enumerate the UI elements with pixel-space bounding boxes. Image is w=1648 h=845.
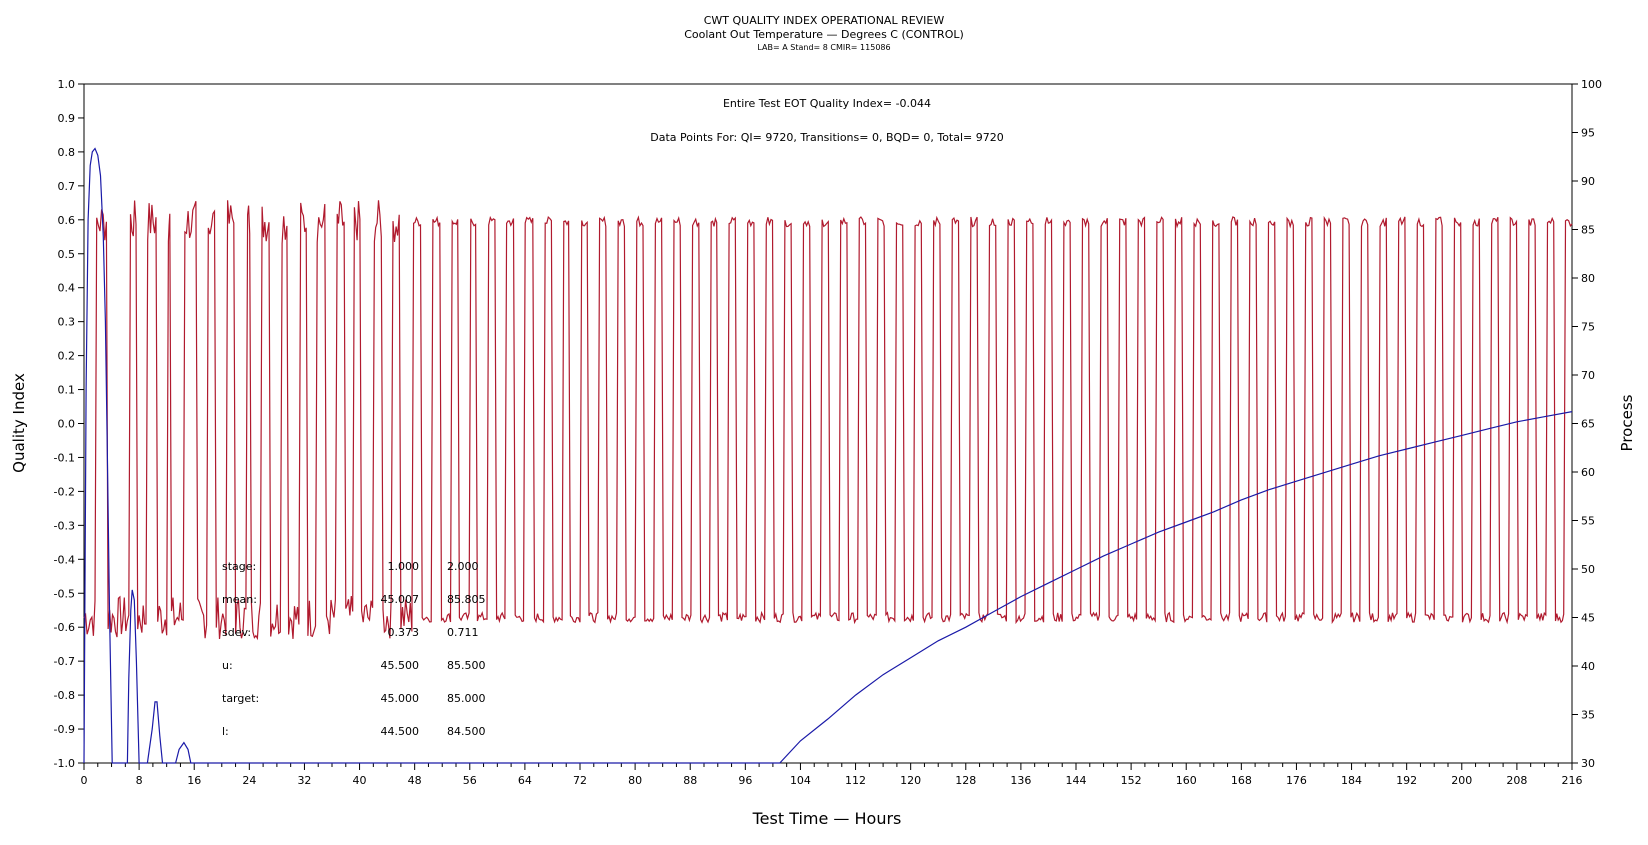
x-tick-label: 208 — [1506, 774, 1527, 787]
x-tick-label: 8 — [136, 774, 143, 787]
y-right-tick-label: 50 — [1581, 563, 1595, 576]
stats-label: u: — [222, 659, 233, 672]
quality-index-annotation: Entire Test EOT Quality Index= -0.044 — [723, 97, 931, 110]
y-left-tick-label: -0.5 — [54, 587, 75, 600]
x-tick-label: 56 — [463, 774, 477, 787]
stats-stage-2-value: 2.000 — [447, 560, 479, 573]
x-tick-label: 176 — [1286, 774, 1307, 787]
stats-label: target: — [222, 692, 259, 705]
y-right-tick-label: 60 — [1581, 466, 1595, 479]
x-tick-label: 216 — [1562, 774, 1583, 787]
y-left-tick-label: 0.4 — [58, 282, 76, 295]
y-left-tick-label: 0.9 — [58, 112, 76, 125]
x-axis: 0 8 16 24 32 40 48 56 64 72 80 88 96 104 112 120 128 136 1… — [81, 763, 1583, 787]
x-tick-label: 120 — [900, 774, 921, 787]
x-tick-label: 136 — [1010, 774, 1031, 787]
y-left-tick-label: -0.7 — [54, 655, 75, 668]
stats-stage-2-value: 85.000 — [447, 692, 486, 705]
y-left-tick-label: 0.1 — [58, 384, 76, 397]
x-tick-label: 80 — [628, 774, 642, 787]
chart-title: CWT QUALITY INDEX OPERATIONAL REVIEW — [703, 14, 945, 27]
x-tick-label: 32 — [297, 774, 311, 787]
y-right-tick-label: 90 — [1581, 175, 1595, 188]
stats-label: sdev: — [222, 626, 251, 639]
y-left-tick-label: -0.8 — [54, 689, 75, 702]
y-left-tick-label: 0.6 — [58, 214, 76, 227]
y-left-tick-label: -0.9 — [54, 723, 75, 736]
y-left-tick-label: -0.4 — [54, 553, 75, 566]
y-left-tick-label: 1.0 — [58, 78, 76, 91]
y-left-tick-label: 0.0 — [58, 418, 76, 431]
y-right-tick-label: 95 — [1581, 127, 1595, 140]
x-tick-label: 96 — [738, 774, 752, 787]
stats-stage-1-value: 44.500 — [381, 725, 420, 738]
x-axis-label: Test Time — Hours — [752, 809, 902, 828]
y-left-tick-label: -0.1 — [54, 451, 75, 464]
y-axis-left-label: Quality Index — [10, 373, 28, 473]
x-tick-label: 48 — [408, 774, 422, 787]
stats-stage-2-value: 0.711 — [447, 626, 479, 639]
x-tick-label: 16 — [187, 774, 201, 787]
y-right-tick-label: 40 — [1581, 660, 1595, 673]
y-left-tick-label: 0.2 — [58, 350, 76, 363]
left-axis: 1.0 0.9 0.8 0.7 0.6 0.5 0.4 0.3 0.2 0.1 0.0 -0.1 -0.… — [54, 78, 84, 770]
stats-label: stage: — [222, 560, 256, 573]
data-points-annotation: Data Points For: QI= 9720, Transitions= … — [650, 131, 1004, 144]
y-right-tick-label: 65 — [1581, 418, 1595, 431]
y-left-tick-label: 0.5 — [58, 248, 76, 261]
y-right-tick-label: 45 — [1581, 612, 1595, 625]
x-tick-label: 24 — [242, 774, 256, 787]
stats-table: stage: 1.000 2.000 mean: 45.007 85.805 sdev: 0.… — [222, 560, 486, 738]
x-tick-label: 168 — [1231, 774, 1252, 787]
stats-stage-1-value: 45.007 — [381, 593, 420, 606]
x-tick-label: 128 — [955, 774, 976, 787]
stats-stage-2-value: 85.500 — [447, 659, 486, 672]
stats-stage-2-value: 84.500 — [447, 725, 486, 738]
x-tick-label: 0 — [81, 774, 88, 787]
y-right-tick-label: 85 — [1581, 224, 1595, 237]
x-tick-label: 64 — [518, 774, 532, 787]
y-left-tick-label: -0.3 — [54, 519, 75, 532]
x-tick-label: 104 — [790, 774, 811, 787]
y-left-tick-label: 0.7 — [58, 180, 76, 193]
quality-index-series-line — [83, 147, 1573, 764]
chart-info-line: LAB= A Stand= 8 CMIR= 115086 — [757, 43, 891, 52]
stats-label: l: — [222, 725, 229, 738]
y-right-tick-label: 35 — [1581, 709, 1595, 722]
x-tick-label: 72 — [573, 774, 587, 787]
x-tick-label: 88 — [683, 774, 697, 787]
stats-stage-1-value: 45.000 — [381, 692, 420, 705]
stats-stage-1-value: 45.500 — [381, 659, 420, 672]
y-left-tick-label: -0.6 — [54, 621, 75, 634]
x-tick-label: 192 — [1396, 774, 1417, 787]
y-right-tick-label: 55 — [1581, 515, 1595, 528]
stats-stage-2-value: 85.805 — [447, 593, 486, 606]
series-layer — [83, 147, 1573, 764]
x-tick-label: 112 — [845, 774, 866, 787]
y-axis-right-label: Process — [1618, 394, 1636, 451]
x-tick-label: 200 — [1451, 774, 1472, 787]
y-left-tick-label: 0.8 — [58, 146, 76, 159]
y-right-tick-label: 70 — [1581, 369, 1595, 382]
y-right-tick-label: 100 — [1581, 78, 1602, 91]
y-left-tick-label: 0.3 — [58, 316, 76, 329]
y-right-tick-label: 80 — [1581, 272, 1595, 285]
x-tick-label: 184 — [1341, 774, 1362, 787]
right-axis: 100 95 90 85 80 75 70 65 60 55 50 45 40 35 30 — [1572, 78, 1602, 770]
x-tick-label: 160 — [1176, 774, 1197, 787]
stats-label: mean: — [222, 593, 257, 606]
stats-stage-1-value: 1.000 — [388, 560, 420, 573]
chart-subtitle: Coolant Out Temperature — Degrees C (CON… — [684, 28, 964, 41]
x-tick-label: 144 — [1066, 774, 1087, 787]
x-tick-label: 40 — [353, 774, 367, 787]
y-right-tick-label: 75 — [1581, 321, 1595, 334]
x-tick-label: 152 — [1121, 774, 1142, 787]
stats-stage-1-value: 0.373 — [388, 626, 420, 639]
y-left-tick-label: -1.0 — [54, 757, 75, 770]
process-series-line — [83, 200, 1573, 641]
y-right-tick-label: 30 — [1581, 757, 1595, 770]
y-left-tick-label: -0.2 — [54, 485, 75, 498]
